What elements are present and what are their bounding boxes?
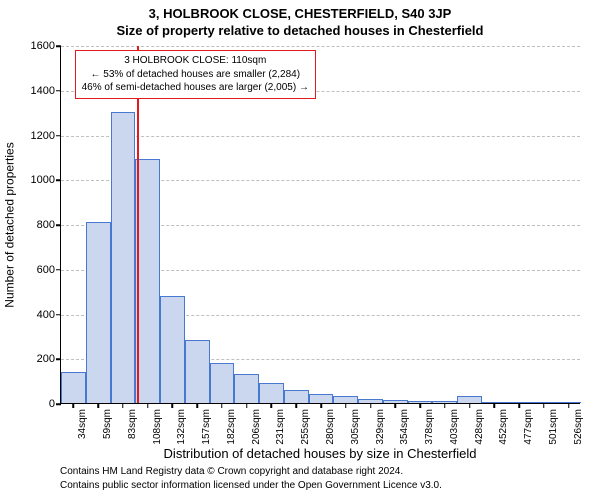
x-tick-mark (196, 403, 198, 408)
annotation-box: 3 HOLBROOK CLOSE: 110sqm← 53% of detache… (75, 50, 316, 99)
annotation-line: 3 HOLBROOK CLOSE: 110sqm (82, 54, 309, 68)
x-tick-mark (345, 403, 347, 408)
x-tick-label: 255sqm (300, 409, 311, 445)
y-tick-label: 400 (21, 309, 61, 321)
x-tick-label: 452sqm (498, 409, 509, 445)
x-tick-label: 83sqm (127, 409, 138, 439)
x-tick-label: 280sqm (325, 409, 336, 445)
x-tick-label: 477sqm (523, 409, 534, 445)
x-tick-label: 206sqm (251, 409, 262, 445)
property-marker-line (137, 46, 139, 403)
y-tick-label: 1200 (21, 130, 61, 142)
x-tick-label: 157sqm (201, 409, 212, 445)
histogram-bar (333, 396, 358, 403)
y-axis-label: Number of detached properties (2, 46, 18, 404)
y-tick-label: 1400 (21, 85, 61, 97)
x-tick-mark (518, 403, 520, 408)
histogram-bar (259, 383, 284, 403)
annotation-line: 46% of semi-detached houses are larger (… (82, 81, 309, 95)
x-tick-mark (172, 403, 174, 408)
x-axis-label: Distribution of detached houses by size … (60, 446, 580, 461)
x-tick-mark (122, 403, 124, 408)
y-tick-label: 1600 (21, 40, 61, 52)
title-sub: Size of property relative to detached ho… (0, 21, 600, 38)
chart-container: 3, HOLBROOK CLOSE, CHESTERFIELD, S40 3JP… (0, 0, 600, 500)
histogram-bar (457, 396, 482, 403)
x-tick-label: 231sqm (275, 409, 286, 445)
x-tick-mark (97, 403, 99, 408)
histogram-bar (160, 296, 185, 403)
x-tick-label: 501sqm (548, 409, 559, 445)
x-tick-mark (494, 403, 496, 408)
x-tick-label: 108sqm (152, 409, 163, 445)
x-tick-label: 378sqm (424, 409, 435, 445)
footer-line-1: Contains HM Land Registry data © Crown c… (60, 466, 403, 477)
histogram-bar (185, 340, 210, 403)
x-tick-label: 354sqm (399, 409, 410, 445)
title-main: 3, HOLBROOK CLOSE, CHESTERFIELD, S40 3JP (0, 0, 600, 21)
x-tick-mark (246, 403, 248, 408)
x-tick-mark (221, 403, 223, 408)
footer-line-2: Contains public sector information licen… (60, 480, 442, 491)
y-tick-label: 0 (21, 398, 61, 410)
x-tick-mark (73, 403, 75, 408)
x-tick-mark (295, 403, 297, 408)
x-tick-label: 526sqm (573, 409, 584, 445)
x-tick-mark (568, 403, 570, 408)
x-tick-label: 132sqm (176, 409, 187, 445)
x-tick-mark (320, 403, 322, 408)
histogram-bar (210, 363, 235, 403)
y-tick-label: 600 (21, 264, 61, 276)
histogram-bar (61, 372, 86, 403)
x-tick-mark (444, 403, 446, 408)
x-tick-label: 59sqm (102, 409, 113, 439)
x-tick-mark (370, 403, 372, 408)
x-tick-label: 305sqm (350, 409, 361, 445)
histogram-bar (284, 390, 309, 403)
x-tick-mark (271, 403, 273, 408)
x-tick-label: 403sqm (449, 409, 460, 445)
x-tick-label: 34sqm (77, 409, 88, 439)
x-tick-label: 428sqm (474, 409, 485, 445)
x-tick-label: 182sqm (226, 409, 237, 445)
x-tick-mark (147, 403, 149, 408)
y-tick-label: 200 (21, 353, 61, 365)
x-tick-mark (543, 403, 545, 408)
x-tick-mark (469, 403, 471, 408)
x-tick-label: 329sqm (375, 409, 386, 445)
x-tick-mark (395, 403, 397, 408)
y-tick-label: 1000 (21, 174, 61, 186)
histogram-bar (111, 112, 136, 403)
histogram-bar (234, 374, 259, 403)
annotation-line: ← 53% of detached houses are smaller (2,… (82, 68, 309, 82)
x-tick-mark (419, 403, 421, 408)
y-tick-label: 800 (21, 219, 61, 231)
plot-area: 0200400600800100012001400160034sqm59sqm8… (60, 46, 580, 404)
histogram-bar (309, 394, 334, 403)
histogram-bar (86, 222, 111, 403)
